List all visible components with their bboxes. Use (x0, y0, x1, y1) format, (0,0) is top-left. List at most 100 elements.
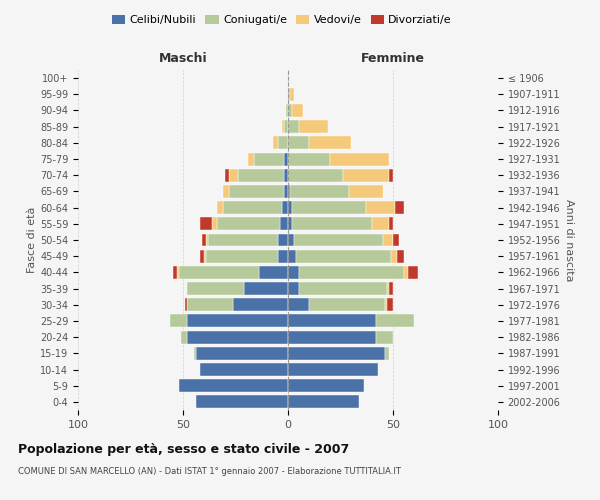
Bar (181, 330, 187, 344)
Bar (404, 266, 408, 279)
Bar (286, 104, 288, 117)
Bar (366, 201, 395, 214)
Bar (309, 136, 351, 149)
Bar (296, 250, 391, 262)
Bar (185, 298, 187, 311)
Bar (280, 218, 288, 230)
Bar (288, 314, 376, 328)
Bar (204, 250, 206, 262)
Bar (288, 234, 295, 246)
Bar (330, 152, 389, 166)
Bar (200, 218, 212, 230)
Bar (173, 266, 176, 279)
Bar (196, 347, 288, 360)
Bar (387, 282, 389, 295)
Bar (233, 298, 288, 311)
Bar (284, 120, 288, 133)
Bar (408, 266, 418, 279)
Text: Femmine: Femmine (361, 52, 425, 65)
Bar (288, 298, 309, 311)
Bar (391, 250, 397, 262)
Bar (288, 185, 290, 198)
Bar (288, 266, 299, 279)
Bar (288, 330, 376, 344)
Bar (290, 88, 295, 101)
Text: Popolazione per età, sesso e stato civile - 2007: Popolazione per età, sesso e stato civil… (18, 442, 349, 456)
Bar (225, 169, 229, 181)
Bar (196, 396, 288, 408)
Bar (349, 185, 383, 198)
Bar (217, 201, 223, 214)
Bar (206, 250, 277, 262)
Bar (387, 298, 393, 311)
Y-axis label: Anni di nascita: Anni di nascita (565, 198, 574, 281)
Bar (200, 363, 288, 376)
Bar (277, 234, 288, 246)
Bar (284, 185, 288, 198)
Bar (187, 314, 288, 328)
Bar (288, 169, 343, 181)
Bar (259, 266, 288, 279)
Bar (217, 218, 280, 230)
Bar (282, 201, 288, 214)
Bar (288, 88, 290, 101)
Y-axis label: Fasce di età: Fasce di età (27, 207, 37, 273)
Bar (299, 266, 404, 279)
Bar (389, 218, 393, 230)
Bar (288, 104, 292, 117)
Bar (288, 152, 330, 166)
Bar (176, 266, 179, 279)
Bar (223, 185, 229, 198)
Bar (288, 379, 364, 392)
Bar (288, 250, 296, 262)
Bar (193, 347, 196, 360)
Bar (395, 201, 404, 214)
Text: COMUNE DI SAN MARCELLO (AN) - Dati ISTAT 1° gennaio 2007 - Elaborazione TUTTITAL: COMUNE DI SAN MARCELLO (AN) - Dati ISTAT… (18, 468, 401, 476)
Bar (208, 234, 277, 246)
Bar (284, 169, 288, 181)
Bar (238, 169, 284, 181)
Bar (290, 185, 349, 198)
Bar (295, 234, 383, 246)
Bar (288, 363, 379, 376)
Bar (187, 298, 233, 311)
Bar (187, 282, 244, 295)
Bar (254, 152, 284, 166)
Bar (288, 347, 385, 360)
Legend: Celibi/Nubili, Coniugati/e, Vedovi/e, Divorziati/e: Celibi/Nubili, Coniugati/e, Vedovi/e, Di… (107, 10, 457, 30)
Bar (376, 314, 414, 328)
Bar (383, 234, 393, 246)
Bar (179, 266, 259, 279)
Bar (385, 298, 387, 311)
Bar (229, 185, 284, 198)
Bar (376, 330, 393, 344)
Bar (277, 250, 288, 262)
Bar (393, 234, 400, 246)
Bar (248, 152, 254, 166)
Bar (229, 169, 238, 181)
Bar (288, 120, 299, 133)
Text: Maschi: Maschi (158, 52, 208, 65)
Bar (277, 136, 288, 149)
Bar (170, 314, 187, 328)
Bar (309, 298, 385, 311)
Bar (299, 120, 328, 133)
Bar (206, 234, 208, 246)
Bar (187, 330, 288, 344)
Bar (292, 201, 366, 214)
Bar (202, 234, 206, 246)
Bar (288, 218, 292, 230)
Bar (389, 282, 393, 295)
Bar (288, 201, 292, 214)
Bar (284, 152, 288, 166)
Bar (292, 104, 303, 117)
Bar (288, 136, 309, 149)
Bar (372, 218, 389, 230)
Bar (292, 218, 372, 230)
Bar (200, 250, 204, 262)
Bar (274, 136, 277, 149)
Bar (282, 120, 284, 133)
Bar (343, 169, 389, 181)
Bar (179, 379, 288, 392)
Bar (288, 396, 359, 408)
